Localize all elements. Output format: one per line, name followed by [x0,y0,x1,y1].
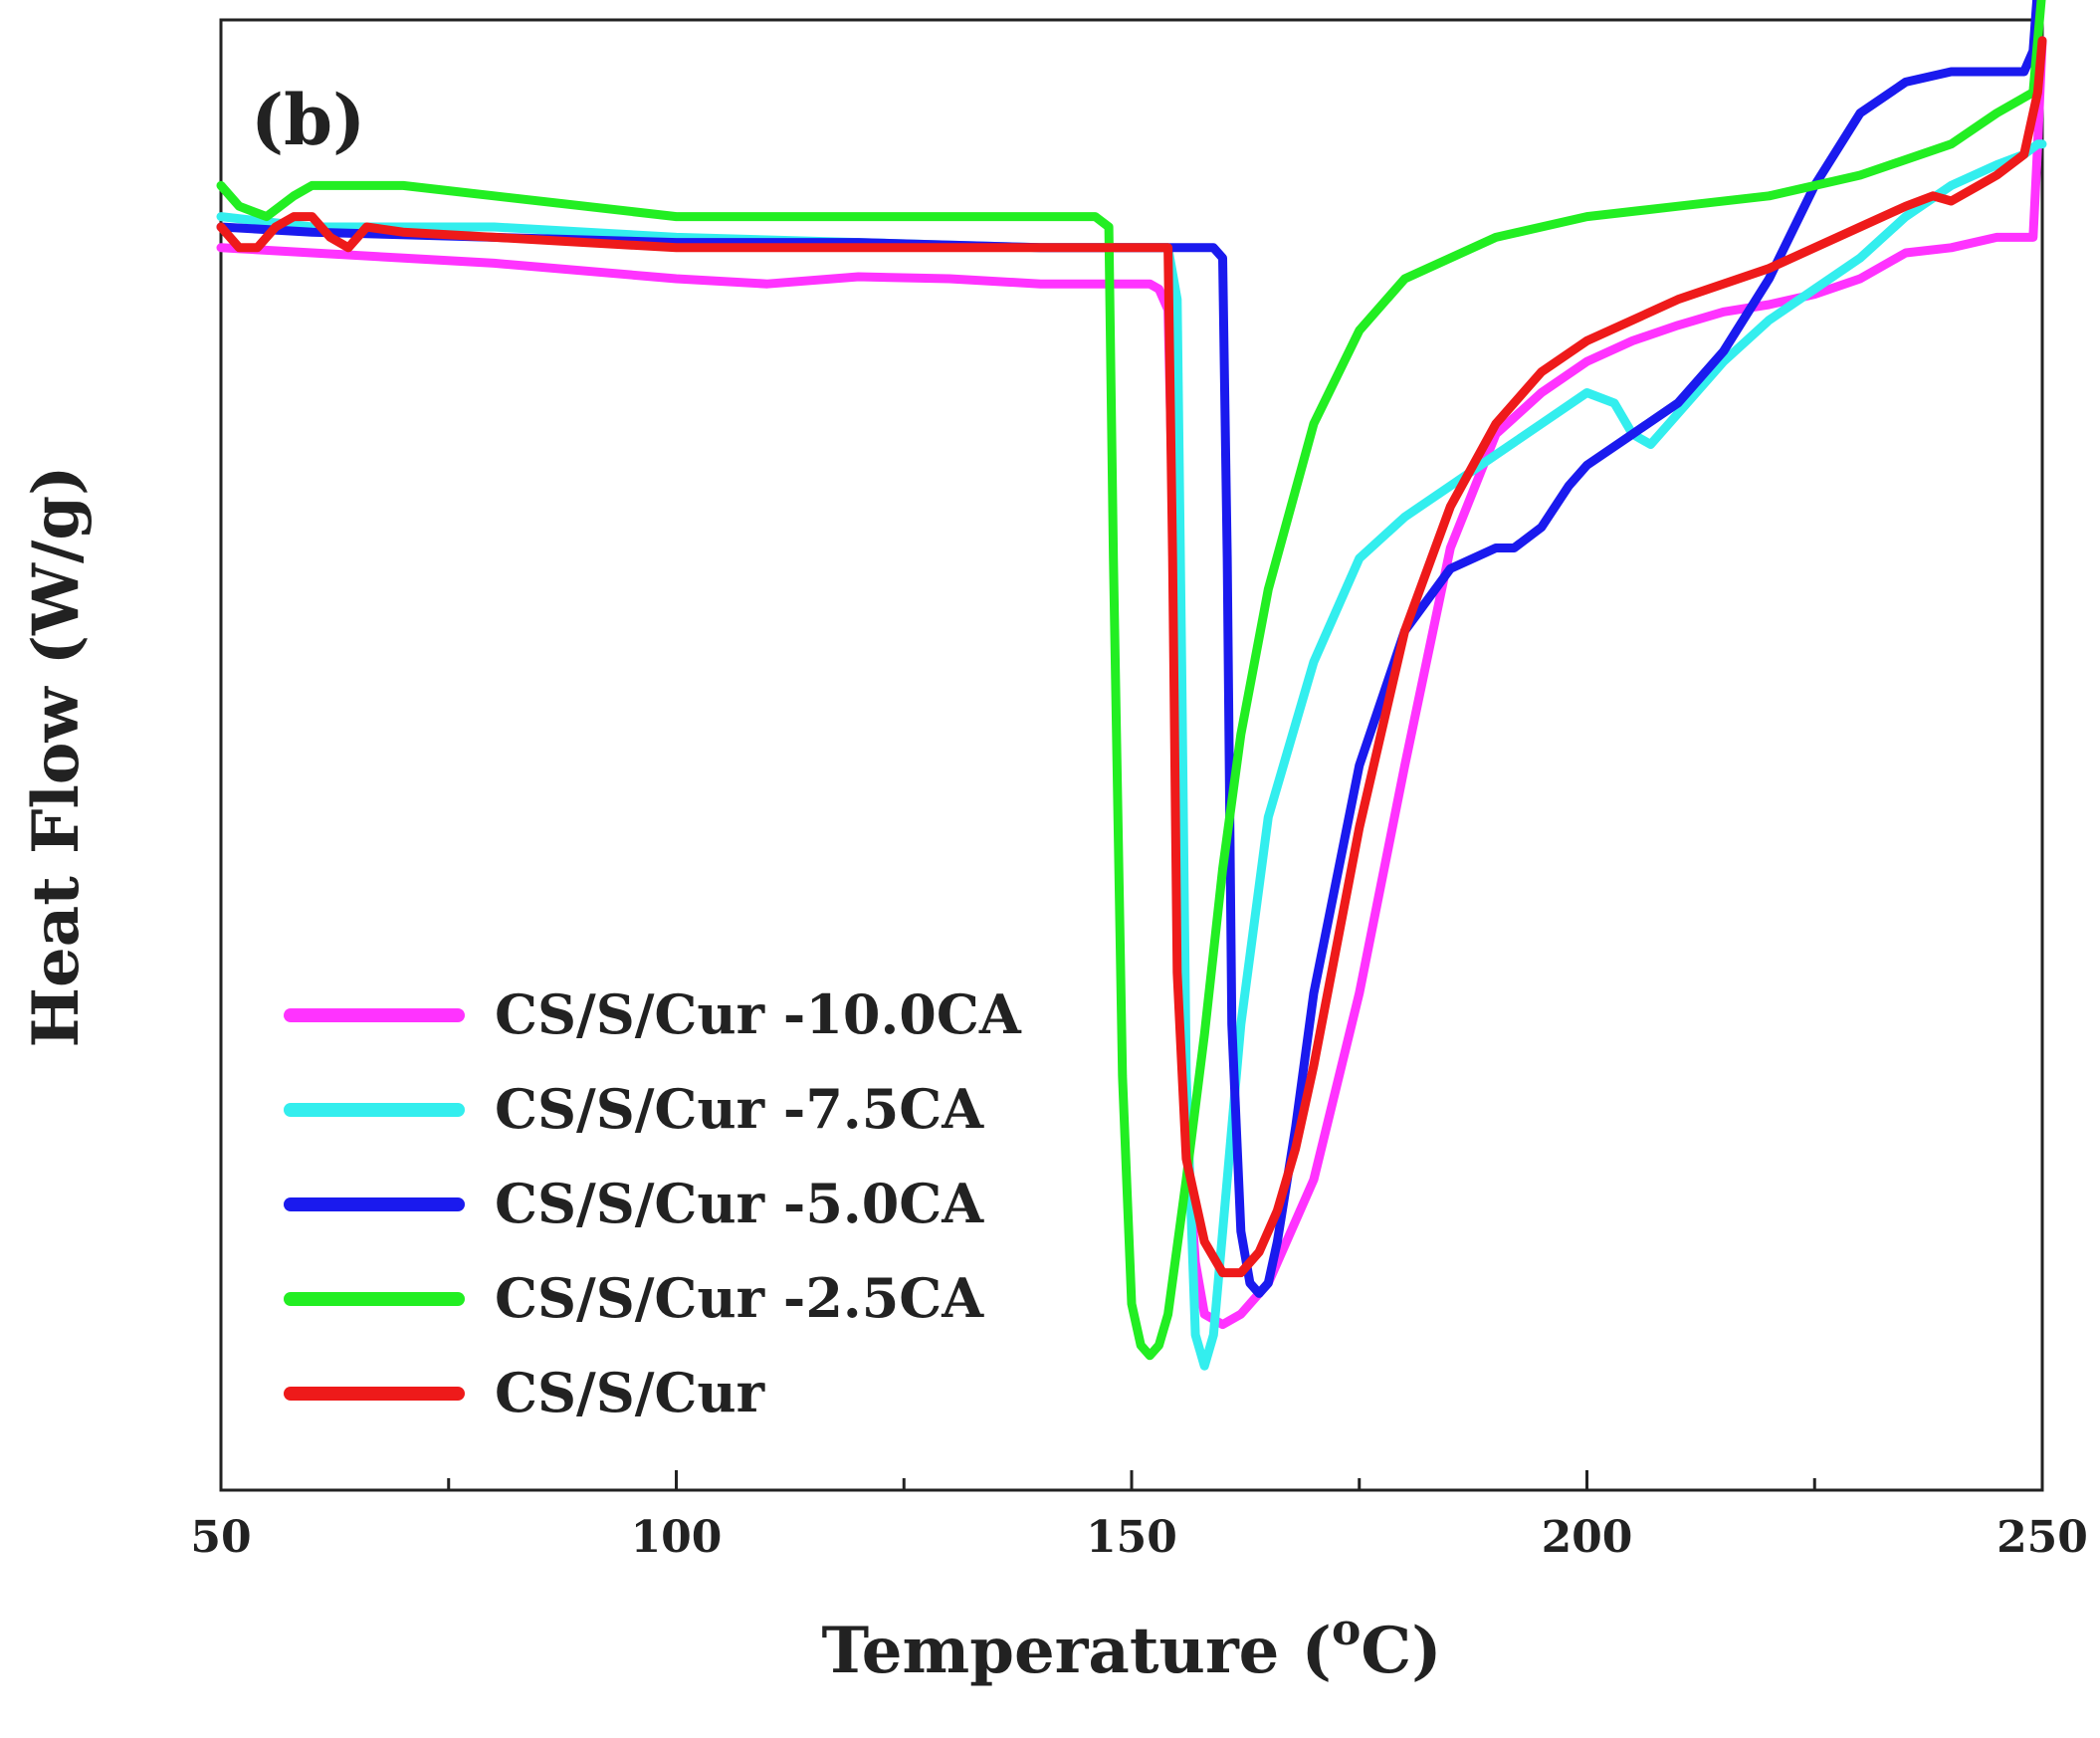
series-line [216,36,2047,1330]
legend-label: CS/S/Cur -2.5CA [495,1266,984,1330]
series-layer [216,0,2047,1371]
legend-label: CS/S/Cur -7.5CA [495,1077,984,1141]
series-line [216,36,2047,1278]
x-axis-ticks [219,1470,2044,1490]
x-tick-label: 200 [1542,1512,1633,1563]
x-axis-tick-labels: 50 100 150 200 250 [190,1512,2088,1563]
x-axis-title-text: Temperature ( [821,1614,1331,1688]
x-axis-title-superscript: o [1332,1605,1361,1655]
panel-label: (b) [251,79,365,161]
legend-label: CS/S/Cur -10.0CA [495,982,1022,1046]
x-tick-label: 150 [1086,1512,1177,1563]
x-tick-label: 50 [190,1512,251,1563]
legend: CS/S/Cur -10.0CA CS/S/Cur -7.5CA CS/S/Cur … [284,982,1022,1424]
y-axis-title: Heat Flow (W/g) [19,466,94,1048]
x-tick-label: 250 [1996,1512,2088,1563]
x-axis-title-unit: C) [1361,1614,1441,1688]
x-axis-title: Temperature (oC) [821,1605,1441,1688]
x-tick-label: 100 [631,1512,723,1563]
legend-label: CS/S/Cur -5.0CA [495,1172,984,1235]
legend-label: CS/S/Cur [495,1361,765,1424]
series-line [216,0,2046,1361]
